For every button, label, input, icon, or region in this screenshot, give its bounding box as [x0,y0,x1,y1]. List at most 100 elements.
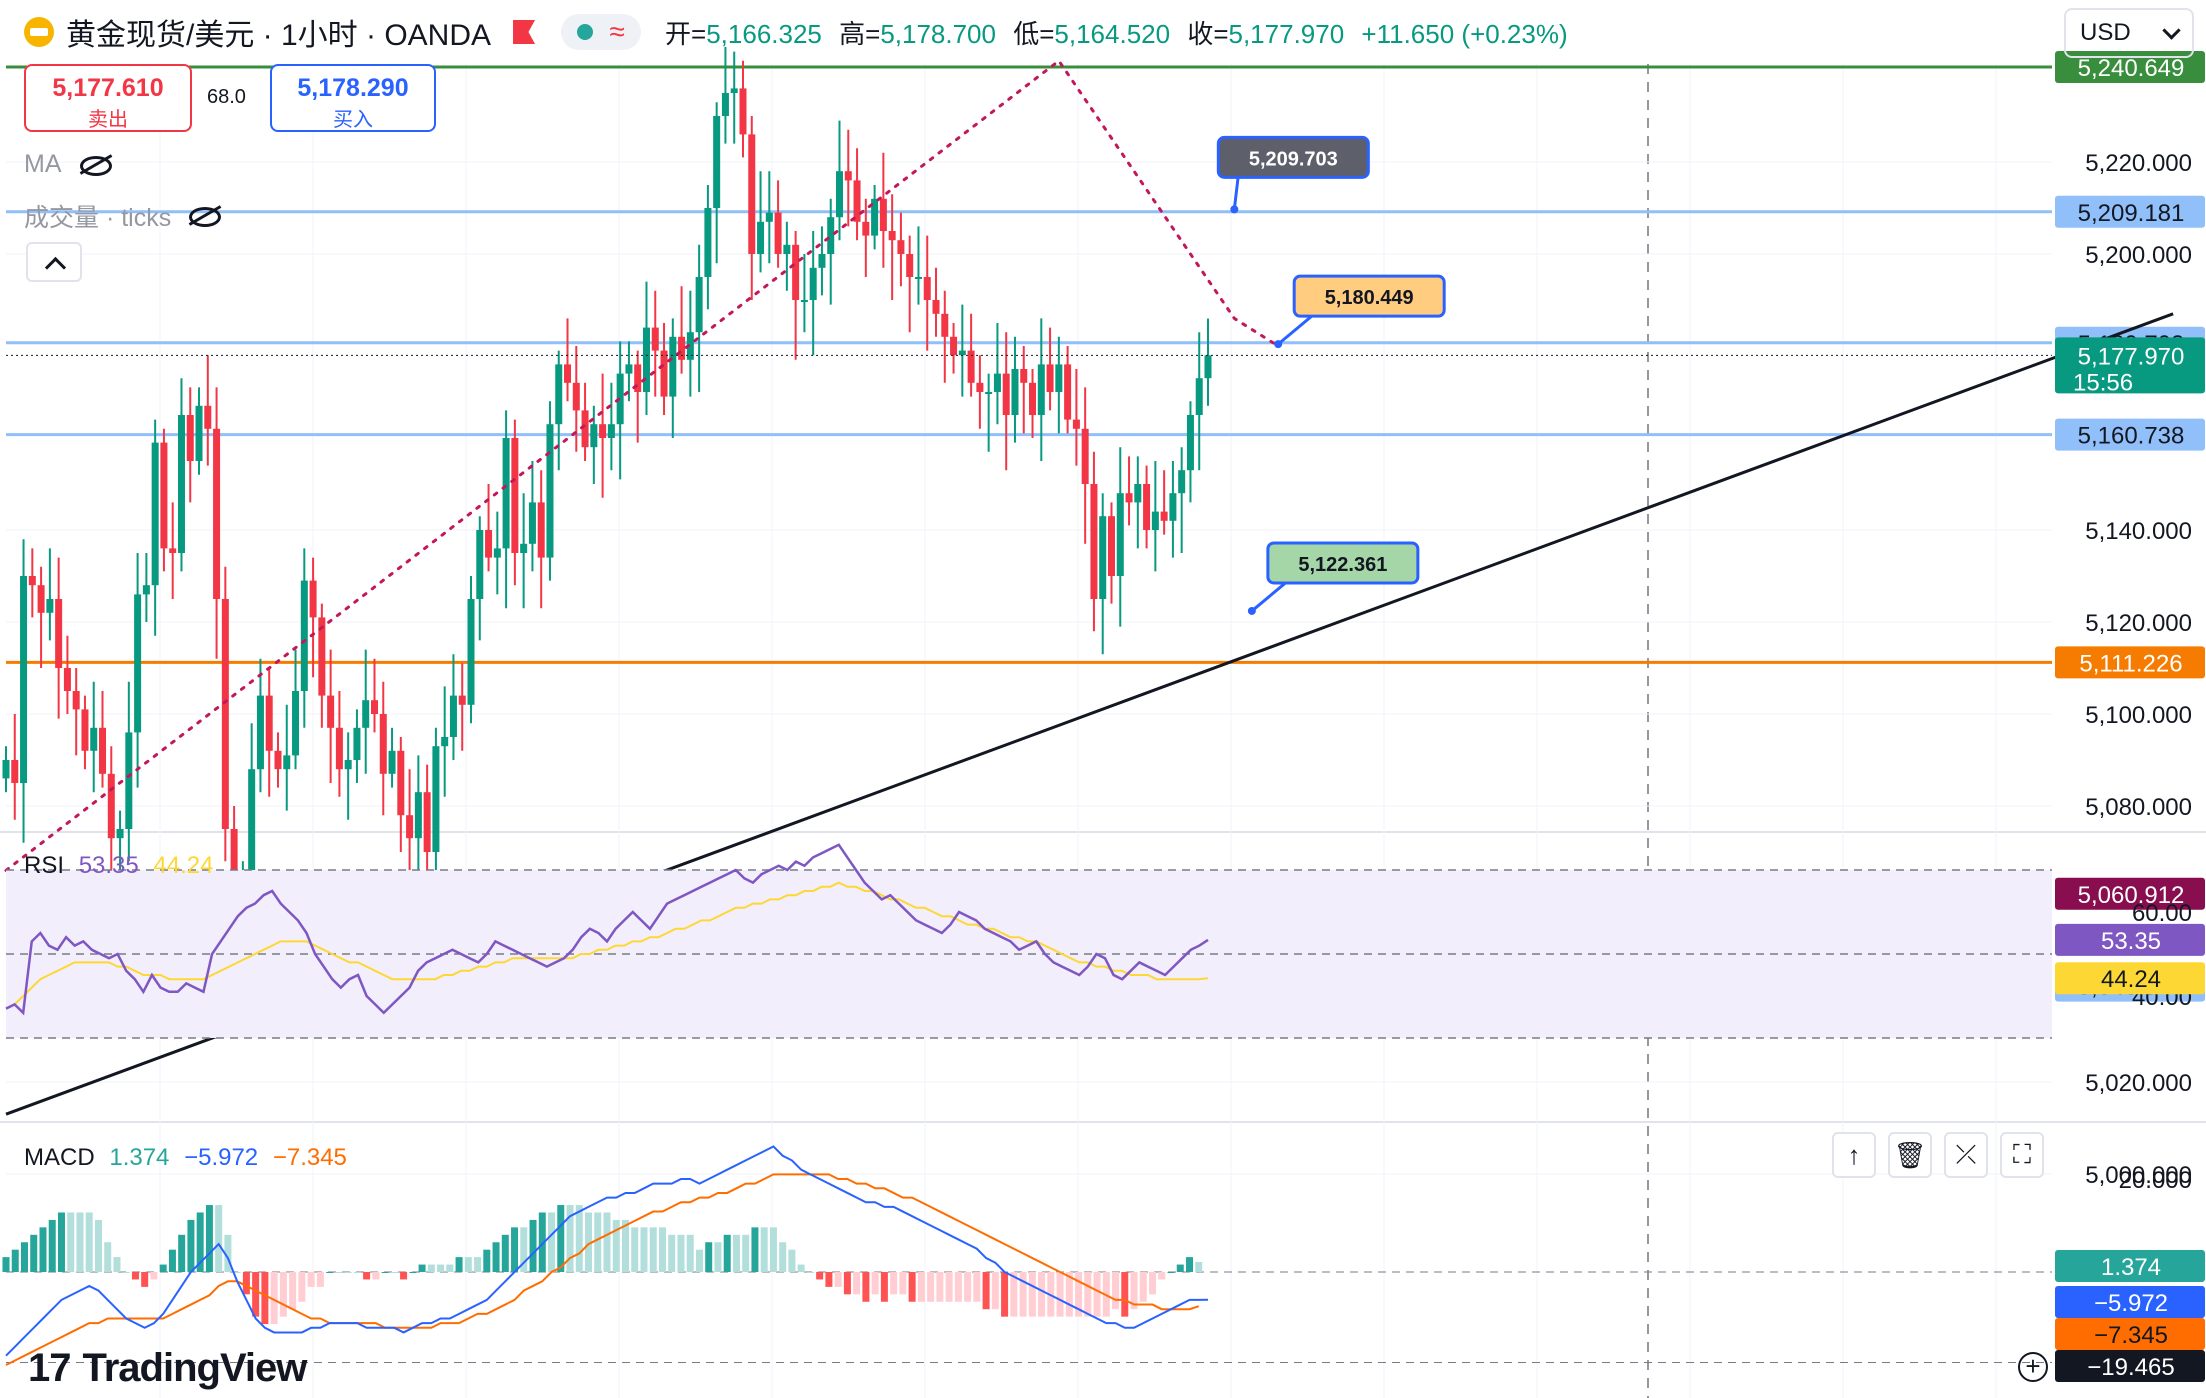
macd-hist-bar [159,1264,167,1272]
price-tick-label: 5,120.000 [2085,610,2192,637]
candle-body [1151,511,1159,530]
price-callout [1266,541,1420,585]
candle-body [1169,493,1177,521]
currency-select[interactable]: USD [2064,8,2194,58]
macd-hist-bar [973,1272,981,1302]
currency-label: USD [2080,19,2131,46]
candle-body [370,700,378,714]
tradingview-logo: 17 TradingView [28,1346,307,1390]
candle-body [941,313,949,337]
macd-hist-bar [446,1264,454,1272]
price-callout [1292,274,1446,318]
price-callout [1216,135,1370,179]
flag-icon[interactable] [513,20,536,44]
macd-hist-bar [1186,1257,1194,1272]
symbol-title[interactable]: 黄金现货/美元 · 1小时 · OANDA [66,19,492,52]
ma-indicator[interactable]: MA [24,150,112,179]
arrow-up-icon: ↑ [1847,1139,1861,1170]
collapse-legend-button[interactable] [26,242,82,282]
candle-body [1020,369,1028,383]
macd-hist-bar [437,1264,445,1272]
candle-body [1134,484,1142,503]
candle-body [379,714,387,774]
move-pane-up-button[interactable]: ↑ [1832,1132,1876,1178]
macd-histogram [2,1205,1203,1325]
rsi-legend[interactable]: RSI 53.35 44.24 [24,852,213,880]
buy-button[interactable]: 5,178.290 买入 [270,64,436,132]
macd-hist-bar [714,1242,722,1272]
macd-hist-bar [270,1272,278,1325]
price-tick-label: 5,220.000 [2085,150,2192,177]
candle-body [1186,415,1194,471]
low-value: 5,164.520 [1054,18,1171,49]
macd-signal-value: −7.345 [272,1144,347,1171]
candle-body [607,424,615,438]
macd-legend[interactable]: MACD 1.374 −5.972 −7.345 [24,1144,347,1172]
eye-hidden-icon[interactable] [187,205,222,227]
macd-hist-bar [1028,1272,1036,1317]
candle-body [432,746,440,852]
add-plus-icon[interactable]: + [2018,1352,2048,1382]
candle-body [485,530,493,558]
dotted-projection-path [4,58,1280,872]
candle-body [985,392,993,394]
candle-body [99,727,107,774]
candle-body [1011,369,1019,415]
macd-hist-bar [205,1205,213,1272]
macd-hist-bar [427,1264,435,1272]
macd-hist-bar [890,1272,898,1295]
candle-body [1064,364,1072,420]
maximize-icon: ⛶ [2012,1139,2032,1169]
macd-hist-bar [585,1212,593,1272]
macd-hist-bar [289,1272,297,1310]
sell-button[interactable]: 5,177.610 卖出 [24,64,192,132]
candle-body [467,599,475,705]
candle-body [458,695,466,705]
macd-hist-bar [908,1272,916,1302]
collapse-pane-button[interactable]: ⤫ [1944,1132,1988,1178]
candle-body [774,212,782,254]
candle-body [739,88,747,135]
eye-hidden-icon[interactable] [78,154,112,176]
macd-hist-bar [372,1272,380,1280]
macd-hist-bar [261,1272,269,1325]
volume-indicator[interactable]: 成交量 · ticks [24,198,222,234]
chevron-up-icon [44,256,67,279]
close-value: 5,177.970 [1228,18,1345,49]
ohlc-readout: 开=5,166.325 高=5,178.700 低=5,164.520 收=5,… [665,14,1578,51]
price-tick-label: 5,200.000 [2085,242,2192,269]
macd-value-tag-label: 1.374 [2101,1254,2161,1281]
macd-hist-bar [168,1249,176,1272]
macd-hist-bar [806,1272,814,1273]
macd-hist-bar [57,1212,65,1272]
candle-body [879,198,887,231]
symbol-header: 黄金现货/美元 · 1小时 · OANDA ≈ 开=5,166.325 高=5,… [0,0,1578,64]
candle-body [976,382,984,392]
macd-value-tag [2055,1318,2205,1350]
macd-hist-bar [252,1272,260,1317]
macd-hist-bar [150,1272,158,1280]
rsi-tick-label: 60.00 [2132,900,2192,927]
macd-hist-bar [363,1272,371,1280]
macd-hist-bar [788,1249,796,1272]
delete-pane-button[interactable]: 🗑 [1888,1132,1932,1178]
macd-hist-bar [85,1212,93,1272]
candle-body [862,221,870,236]
callout-anchor-dot [1247,606,1256,615]
candle-body [72,691,80,710]
macd-label: MACD [24,1144,95,1171]
macd-hist-value: 1.374 [109,1144,170,1171]
macd-hist-bar [94,1219,102,1272]
macd-hist-bar [464,1257,472,1272]
candle-body [274,750,282,770]
callout-label: 5,180.449 [1325,287,1414,309]
macd-hist-bar [353,1272,361,1273]
candle-body [1125,493,1133,503]
macd-hist-bar [677,1234,685,1272]
market-status-pill[interactable]: ≈ [561,14,642,50]
candle-body [186,415,194,461]
rsi-value-tag [2055,923,2205,956]
macd-hist-bar [409,1272,417,1273]
maximize-pane-button[interactable]: ⛶ [2000,1132,2044,1178]
